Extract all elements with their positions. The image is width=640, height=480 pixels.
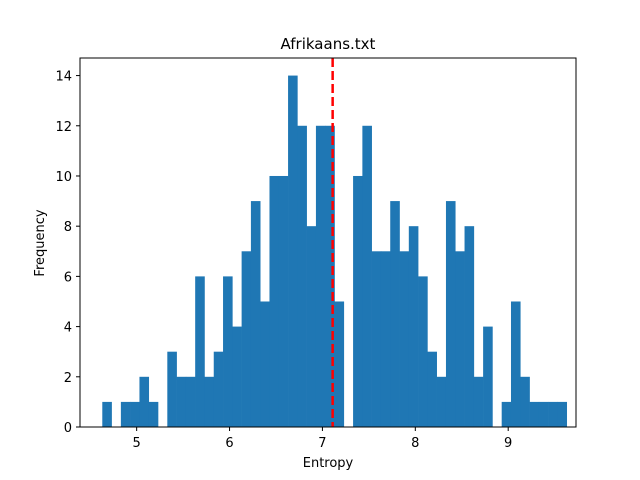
histogram-bar: [185, 376, 196, 427]
histogram-bar: [260, 301, 270, 427]
plot-frame: [79, 57, 577, 428]
histogram-bar: [464, 226, 475, 427]
histogram-bar: [548, 401, 558, 427]
y-tick-label: 4: [64, 321, 72, 336]
histogram-bar: [427, 351, 437, 427]
y-tick-label: 12: [55, 120, 72, 135]
histogram-bar: [362, 125, 372, 427]
histogram-bar: [510, 301, 521, 427]
histogram-bar: [529, 401, 540, 427]
histogram-bar: [380, 251, 391, 427]
histogram-bar: [334, 301, 345, 427]
chart-title: Afrikaans.txt: [281, 35, 376, 53]
x-axis-label: Entropy: [303, 456, 354, 471]
y-tick-label: 6: [64, 270, 72, 285]
histogram-bar: [455, 251, 465, 427]
histogram-bar: [520, 376, 530, 427]
histogram-bar: [473, 376, 484, 427]
y-tick-label: 8: [64, 220, 72, 235]
histogram-bar: [176, 376, 187, 427]
y-tick-label: 14: [55, 70, 72, 85]
histogram-bar: [408, 226, 419, 427]
histogram-bar: [353, 175, 363, 427]
histogram-bar: [483, 326, 493, 427]
y-tick-label: 0: [64, 421, 72, 436]
histogram-bar: [371, 251, 382, 427]
histogram-bar: [148, 401, 159, 427]
histogram-bar: [445, 201, 456, 427]
histogram-bar: [269, 175, 280, 427]
histogram-bar: [297, 125, 307, 427]
histogram-bar: [315, 125, 326, 427]
y-axis-label: Frequency: [33, 209, 48, 276]
histogram-bar: [288, 75, 298, 427]
histogram-bar: [167, 351, 177, 427]
histogram-bar: [120, 401, 131, 427]
histogram-bar: [501, 401, 512, 427]
histogram-bar: [325, 125, 335, 427]
histogram-bar: [204, 376, 215, 427]
histogram-bar: [139, 376, 150, 427]
histogram-bar: [232, 326, 242, 427]
histogram-bar: [390, 201, 400, 427]
histogram-bar: [130, 401, 140, 427]
histogram-bar: [195, 276, 205, 427]
y-tick-label: 2: [64, 371, 72, 386]
histogram-bar: [557, 401, 568, 427]
y-tick-label: 10: [55, 170, 72, 185]
histogram-bar: [436, 376, 447, 427]
histogram-bar: [399, 251, 410, 427]
x-tick-label: 7: [318, 436, 326, 451]
histogram-bar: [418, 276, 428, 427]
histogram-bar: [278, 175, 289, 427]
histogram-bar: [223, 276, 233, 427]
y-axis-ticks: 0 2 4 6 8 10 12 14: [55, 70, 80, 436]
histogram-bar: [213, 351, 224, 427]
histogram-bar: [306, 226, 317, 427]
histogram-bar: [538, 401, 549, 427]
histogram-bar: [250, 201, 261, 427]
x-tick-label: 8: [411, 436, 419, 451]
x-tick-label: 5: [133, 436, 141, 451]
x-tick-label: 9: [504, 436, 512, 451]
bars-group: [102, 75, 568, 427]
x-tick-label: 6: [225, 436, 233, 451]
histogram-bar: [241, 251, 252, 427]
x-axis-ticks: 5 6 7 8 9: [133, 427, 512, 451]
histogram-bar: [102, 401, 112, 427]
